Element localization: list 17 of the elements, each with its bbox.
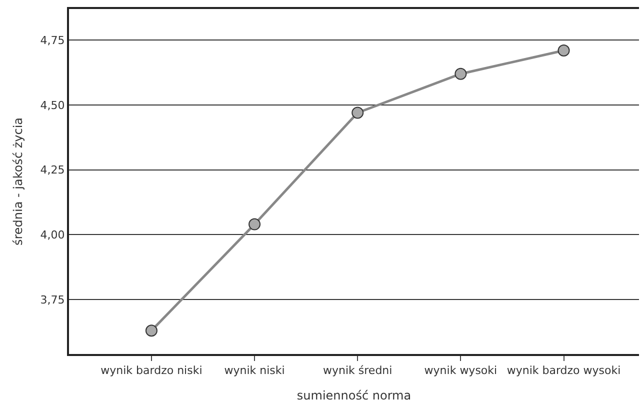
y-tick-label: 4,00	[40, 228, 65, 242]
x-tick-label: wynik średni	[323, 364, 392, 378]
point	[352, 106, 364, 119]
point	[454, 68, 467, 80]
x-tick-label: wynik bardzo wysoki	[506, 364, 621, 378]
x-tick-label: wynik niski	[224, 364, 285, 378]
x-tick-label: wynik bardzo niski	[100, 364, 202, 378]
point	[145, 324, 158, 337]
y-tick-label: 3,75	[40, 293, 65, 306]
x-tick-label: wynik wysoki	[424, 364, 498, 378]
x-axis-title: sumienność norma	[296, 388, 412, 403]
point	[248, 218, 261, 230]
y-axis-title: średnia - jakość życia	[11, 117, 26, 246]
y-tick-label: 4,50	[40, 98, 65, 112]
y-tick-label: 4,25	[40, 164, 65, 177]
point	[558, 44, 570, 56]
y-tick-label: 4,75	[40, 34, 65, 47]
